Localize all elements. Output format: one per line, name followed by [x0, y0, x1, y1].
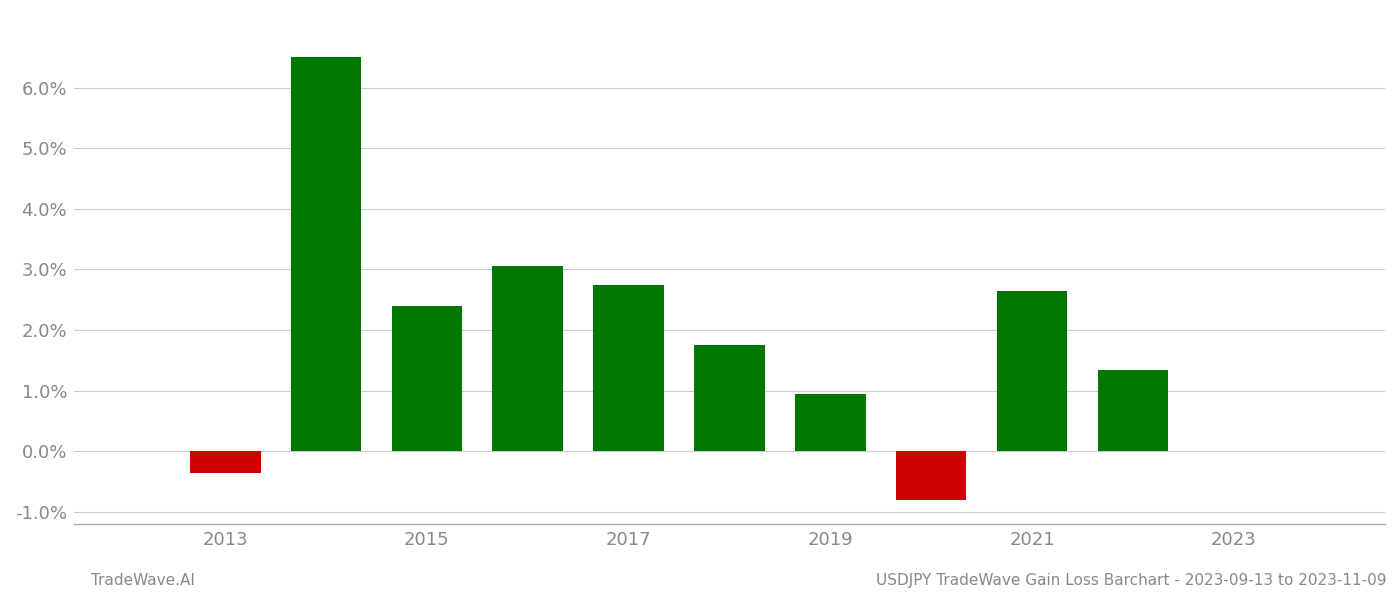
- Bar: [392, 306, 462, 451]
- Bar: [795, 394, 865, 451]
- Bar: [594, 284, 664, 451]
- Bar: [493, 266, 563, 451]
- Text: TradeWave.AI: TradeWave.AI: [91, 573, 195, 588]
- Bar: [896, 451, 966, 500]
- Bar: [291, 58, 361, 451]
- Text: USDJPY TradeWave Gain Loss Barchart - 2023-09-13 to 2023-11-09: USDJPY TradeWave Gain Loss Barchart - 20…: [875, 573, 1386, 588]
- Bar: [1098, 370, 1168, 451]
- Bar: [997, 291, 1067, 451]
- Bar: [694, 345, 764, 451]
- Bar: [190, 451, 260, 473]
